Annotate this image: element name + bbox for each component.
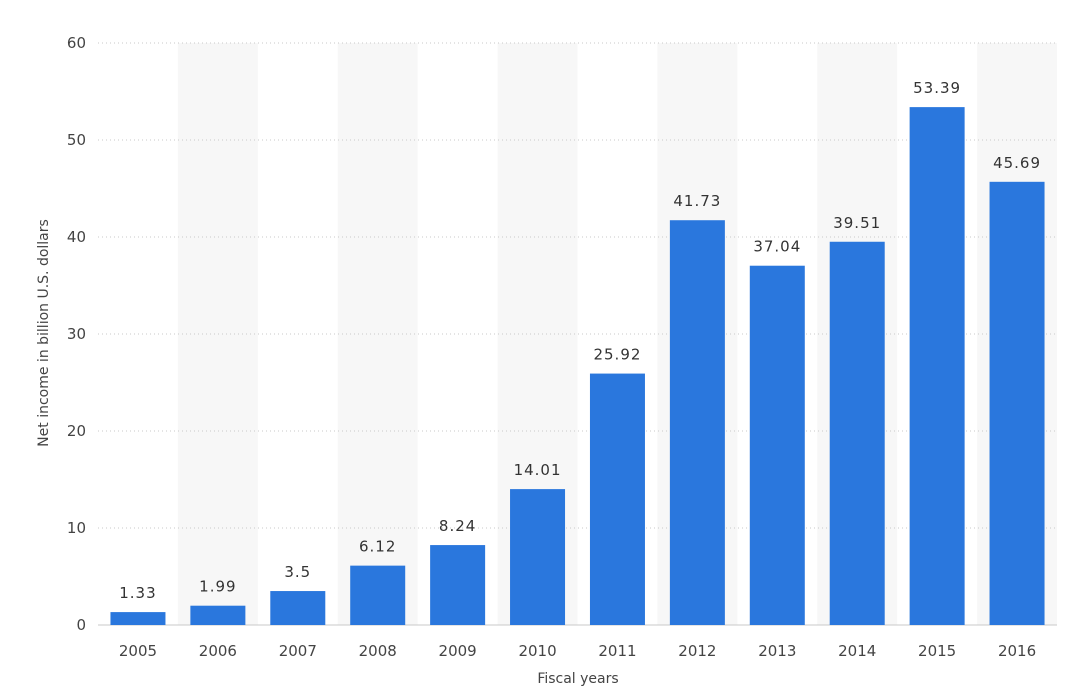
x-tick-label-2009: 2009: [439, 642, 477, 660]
data-labels: 1.33 1.99 3.5 6.12 8.24 14.01 25.92 41.73 37.04 3…: [119, 79, 1041, 602]
x-tick-label-2010: 2010: [518, 642, 556, 660]
bar-2016[interactable]: [989, 181, 1045, 625]
y-tick-label-20: 20: [67, 422, 86, 440]
x-tick-label-2015: 2015: [918, 642, 956, 660]
bar-2015[interactable]: [909, 107, 965, 625]
bar-2011[interactable]: [589, 373, 645, 625]
bar-2008[interactable]: [350, 565, 406, 625]
x-tick-label-2006: 2006: [199, 642, 237, 660]
bar-2014[interactable]: [829, 241, 885, 626]
y-tick-label-30: 30: [67, 325, 86, 343]
data-label-2009: 8.24: [439, 517, 476, 535]
y-tick-label-50: 50: [67, 131, 86, 149]
x-axis-ticks: 2005 2006 2007 2008 2009 2010 2011 2012 2013 2014…: [119, 642, 1036, 660]
bar-2012[interactable]: [669, 220, 725, 625]
bars: [110, 107, 1045, 626]
data-label-2015: 53.39: [913, 79, 961, 97]
data-label-2007: 3.5: [284, 563, 311, 581]
data-label-2008: 6.12: [359, 538, 396, 556]
data-label-2005: 1.33: [119, 584, 156, 602]
x-tick-label-2008: 2008: [359, 642, 397, 660]
x-tick-label-2012: 2012: [678, 642, 716, 660]
y-tick-label-40: 40: [67, 228, 86, 246]
data-label-2014: 39.51: [833, 214, 881, 232]
data-label-2006: 1.99: [199, 578, 236, 596]
data-label-2011: 25.92: [593, 346, 641, 364]
x-tick-label-2013: 2013: [758, 642, 796, 660]
bar-2009[interactable]: [430, 545, 486, 625]
gridlines: [98, 42, 1057, 626]
bar-2013[interactable]: [749, 265, 805, 625]
x-tick-label-2014: 2014: [838, 642, 876, 660]
bar-2010[interactable]: [510, 489, 566, 625]
x-tick-label-2007: 2007: [279, 642, 317, 660]
data-label-2010: 14.01: [514, 461, 562, 479]
data-label-2013: 37.04: [753, 238, 801, 256]
x-tick-label-2011: 2011: [598, 642, 636, 660]
x-tick-label-2016: 2016: [998, 642, 1036, 660]
y-tick-label-10: 10: [67, 519, 86, 537]
bar-2005[interactable]: [110, 612, 166, 625]
y-axis-title: Net income in billion U.S. dollars: [36, 219, 52, 447]
band-2006: [177, 43, 258, 625]
bar-2006[interactable]: [190, 605, 246, 625]
y-tick-label-0: 0: [76, 616, 86, 634]
band-2008: [337, 43, 418, 625]
data-label-2016: 45.69: [993, 154, 1041, 172]
x-axis-title: Fiscal years: [537, 671, 618, 687]
y-tick-label-60: 60: [67, 34, 86, 52]
y-axis-ticks: 0 10 20 30 40 50 60: [67, 34, 86, 634]
bar-2007[interactable]: [270, 591, 326, 625]
x-tick-label-2005: 2005: [119, 642, 157, 660]
data-label-2012: 41.73: [673, 192, 721, 210]
